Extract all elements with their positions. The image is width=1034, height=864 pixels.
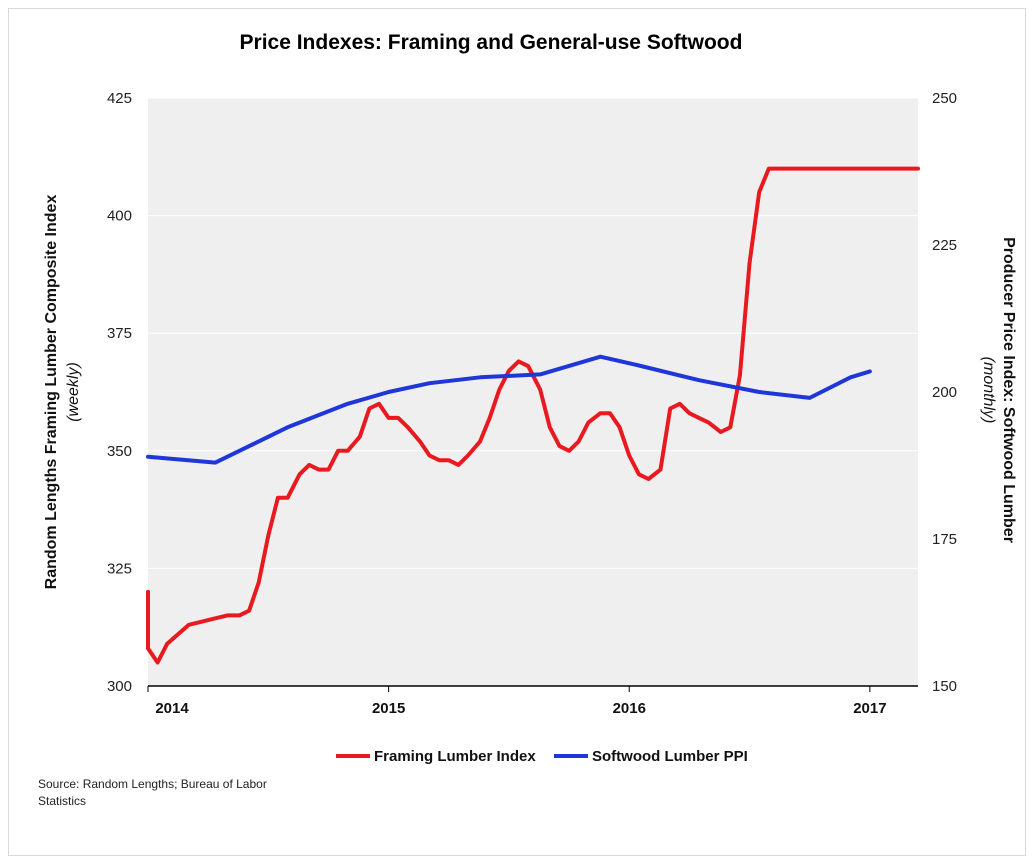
right-axis-ticks: 150 175 200 225 250: [932, 90, 957, 695]
left-tick-label: 425: [107, 90, 132, 107]
series-lines: [146, 166, 920, 665]
right-tick-label: 200: [932, 384, 957, 401]
left-tick-label: 325: [107, 560, 132, 577]
right-axis-title: Producer Price Index: Softwood Lumber (m…: [980, 237, 1017, 543]
legend-label-framing: Framing Lumber Index: [374, 748, 536, 765]
source-note: Source: Random Lengths; Bureau of Labor …: [38, 777, 267, 808]
right-tick-label: 150: [932, 678, 957, 695]
left-tick-label: 375: [107, 325, 132, 342]
series-line-framing: [146, 166, 920, 665]
left-tick-label: 400: [107, 208, 132, 225]
right-tick-label: 175: [932, 531, 957, 548]
left-axis-ticks: 300 325 350 375 400 425: [107, 90, 132, 695]
right-tick-label: 225: [932, 237, 957, 254]
left-axis-sublabel: (weekly): [65, 362, 82, 422]
x-tick-label: 2017: [853, 700, 886, 717]
right-axis-sublabel: (monthly): [980, 357, 997, 424]
right-axis-label: Producer Price Index: Softwood Lumber: [1000, 237, 1017, 543]
legend-label-ppi: Softwood Lumber PPI: [592, 748, 748, 765]
plot-area: [148, 98, 918, 686]
chart-title: Price Indexes: Framing and General-use S…: [240, 31, 743, 54]
legend: Framing Lumber Index Softwood Lumber PPI: [336, 748, 748, 765]
left-axis-label: Random Lengths Framing Lumber Composite …: [43, 195, 60, 590]
left-tick-label: 350: [107, 443, 132, 460]
x-tick-label: 2015: [372, 700, 405, 717]
x-axis-ticks: 2014 2015 2016 2017: [147, 686, 887, 717]
series-line-ppi: [146, 354, 872, 465]
x-tick-label: 2014: [155, 700, 189, 717]
x-tick-label: 2016: [613, 700, 646, 717]
left-axis-title: Random Lengths Framing Lumber Composite …: [43, 195, 82, 590]
left-tick-label: 300: [107, 678, 132, 695]
right-tick-label: 250: [932, 90, 957, 107]
